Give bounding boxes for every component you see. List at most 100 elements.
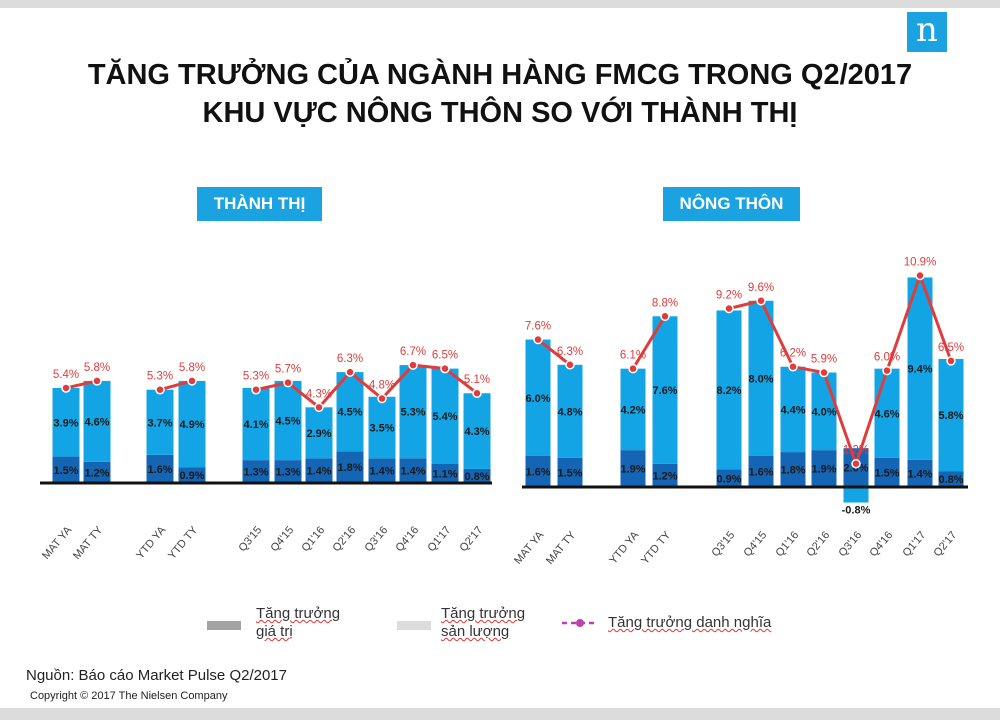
nominal-growth-point <box>187 376 197 386</box>
nominal-growth-point <box>915 270 925 281</box>
category-label: Q4'16 <box>867 529 895 559</box>
nominal-growth-label: 4.3% <box>306 388 332 400</box>
volume-bar <box>178 380 206 468</box>
nominal-growth-label: 9.2% <box>716 290 742 302</box>
volume-bar <box>652 316 678 464</box>
nominal-growth-label: 6.3% <box>557 346 583 358</box>
category-label: Q2'17 <box>457 524 485 554</box>
volume-bar <box>146 389 174 455</box>
volume-label: 4.8% <box>557 406 582 418</box>
volume-label: 4.6% <box>84 416 109 428</box>
nominal-growth-point <box>756 296 766 306</box>
volume-label: 4.2% <box>620 404 645 416</box>
volume-bar <box>274 380 302 461</box>
nominal-growth-point <box>314 402 324 413</box>
nominal-growth-point <box>155 384 165 395</box>
category-label: MAT YA <box>512 529 547 567</box>
value-label: 1.9% <box>620 464 645 476</box>
volume-label: 4.6% <box>874 408 899 420</box>
value-bar <box>52 456 80 483</box>
value-bar <box>525 455 551 487</box>
value-label: 0.9% <box>716 473 741 485</box>
volume-label: 2.0% <box>843 463 868 475</box>
value-bar <box>178 467 206 483</box>
volume-bar <box>399 365 427 459</box>
value-bar <box>748 455 774 487</box>
value-label: 1.6% <box>748 466 773 478</box>
value-bar <box>843 487 869 503</box>
volume-label: 5.4% <box>432 411 457 423</box>
category-label: Q1'16 <box>773 529 801 559</box>
nominal-growth-point <box>565 360 575 370</box>
nominal-growth-label: 5.7% <box>275 364 301 376</box>
volume-bar <box>780 366 806 453</box>
nominal-growth-label: 5.3% <box>243 371 269 383</box>
nominal-growth-point <box>345 367 355 377</box>
nominal-growth-label: 5.4% <box>53 369 79 381</box>
nominal-growth-label: 8.8% <box>652 297 678 309</box>
volume-label: 3.7% <box>147 417 172 429</box>
value-label: 1.6% <box>147 464 172 476</box>
nominal-growth-label: 6.1% <box>620 350 646 362</box>
category-label: Q4'15 <box>741 529 769 559</box>
volume-label: 3.9% <box>53 417 78 429</box>
legend-volume-line1: Tăng trưởng <box>441 605 526 622</box>
value-bar <box>557 457 583 487</box>
value-bar <box>146 454 174 483</box>
value-bar <box>874 457 900 487</box>
nominal-growth-point <box>472 388 482 398</box>
category-label: Q3'16 <box>836 529 864 559</box>
category-label: YTD TY <box>166 524 201 562</box>
category-label: Q1'16 <box>299 524 327 554</box>
volume-label: 2.9% <box>306 428 331 440</box>
nominal-growth-point <box>660 311 670 322</box>
value-bar <box>463 468 491 483</box>
legend-value-swatch <box>207 621 241 630</box>
value-label: 0.8% <box>938 474 963 486</box>
volume-bar <box>431 368 459 464</box>
category-label: Q4'16 <box>393 524 421 554</box>
volume-bar <box>938 358 964 472</box>
volume-bar <box>620 368 646 451</box>
nominal-growth-point <box>788 361 798 372</box>
legend-volume-line2: sản lượng <box>441 623 510 640</box>
volume-bar <box>305 407 333 459</box>
volume-bar <box>525 339 551 456</box>
nominal-growth-line <box>159 379 193 392</box>
legend-value-label: Tăng trưởng giá trị <box>256 605 340 641</box>
top-bar <box>0 0 1000 8</box>
nominal-growth-point <box>61 383 71 393</box>
nominal-growth-point <box>533 334 543 345</box>
volume-label: 4.3% <box>464 426 489 438</box>
value-label: 1.5% <box>874 467 899 479</box>
volume-bar <box>748 300 774 456</box>
value-label: 1.8% <box>780 465 805 477</box>
category-label: Q2'17 <box>931 529 959 559</box>
nominal-growth-label: 10.9% <box>904 257 937 269</box>
value-label: -0.8% <box>842 505 871 517</box>
volume-bar <box>336 372 364 452</box>
volume-bar <box>557 364 583 458</box>
value-label: 1.4% <box>369 466 394 478</box>
rural-chart-title: NÔNG THÔN <box>663 187 800 221</box>
category-label: Q1'17 <box>425 524 453 554</box>
value-bar <box>938 471 964 487</box>
nominal-growth-point <box>628 363 638 374</box>
nominal-growth-point <box>819 367 829 378</box>
value-label: 1.4% <box>907 468 932 480</box>
page-title: TĂNG TRƯỞNG CỦA NGÀNH HÀNG FMCG TRONG Q2… <box>0 56 1000 132</box>
value-bar <box>242 460 270 483</box>
source-note: Nguồn: Báo cáo Market Pulse Q2/2017 <box>26 667 287 684</box>
legend-value-line2: giá trị <box>256 623 293 640</box>
volume-bar <box>52 387 80 457</box>
category-label: Q2'16 <box>804 529 832 559</box>
value-bar <box>716 469 742 487</box>
value-bar <box>83 461 111 483</box>
nominal-growth-label: 5.1% <box>464 374 490 386</box>
volume-bar <box>907 277 933 460</box>
category-label: Q2'16 <box>330 524 358 554</box>
nominal-growth-point <box>440 363 450 374</box>
value-bar <box>399 458 427 483</box>
value-bar <box>368 458 396 483</box>
